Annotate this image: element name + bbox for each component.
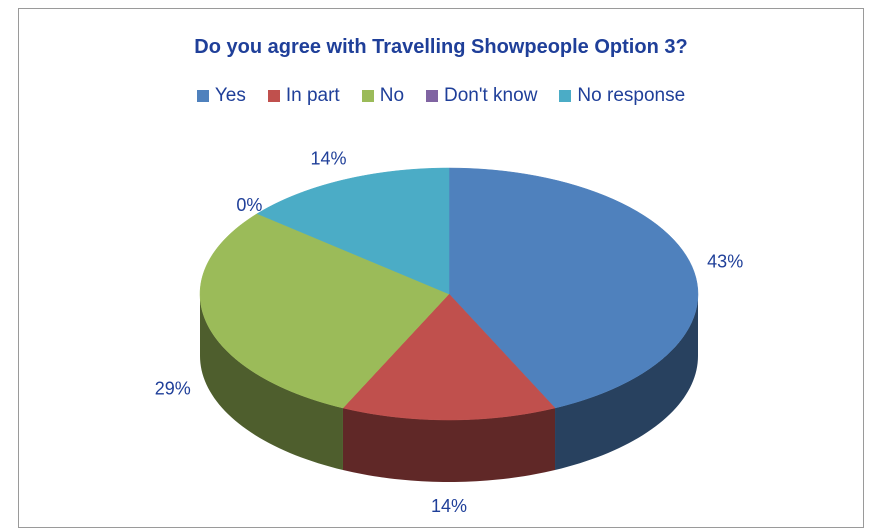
legend-label: No response (577, 85, 686, 106)
pie-sides (200, 294, 698, 482)
pie-slices (199, 167, 699, 421)
legend-item: No response (559, 85, 685, 107)
pie-data-label-3: 0% (236, 195, 262, 215)
legend-swatch (426, 90, 439, 102)
pie-data-label-0: 43% (707, 251, 743, 271)
legend-item: No (361, 85, 405, 107)
chart-legend: Yes In part No Don't know No response (19, 85, 863, 107)
legend-label: Don't know (444, 85, 538, 106)
legend-swatch (267, 90, 280, 102)
legend-label: Yes (214, 85, 246, 106)
pie-data-label-1: 14% (431, 496, 467, 516)
legend-label: In part (285, 85, 340, 106)
chart-title: Do you agree with Travelling Showpeople … (194, 36, 688, 58)
pie-labels: 43% 14% 29% 0% 14% (155, 148, 743, 516)
pie-slice-side-2 (200, 294, 343, 471)
legend-swatch (196, 90, 209, 102)
legend-item: In part (267, 85, 340, 107)
legend-item: Yes (196, 85, 246, 107)
legend-label: No (379, 85, 405, 106)
legend-swatch (559, 90, 572, 102)
pie-slice-2 (199, 213, 450, 409)
pie-slice-4 (256, 167, 450, 295)
pie-slice-1 (342, 293, 556, 421)
pie-slice-side-1 (342, 408, 556, 482)
pie-slice-side-0 (555, 294, 698, 471)
legend-swatch (361, 90, 374, 102)
pie-data-label-2: 29% (155, 379, 191, 399)
legend-item: Don't know (426, 85, 537, 107)
pie-data-label-4: 14% (310, 148, 346, 168)
pie-slice-0 (448, 167, 699, 409)
